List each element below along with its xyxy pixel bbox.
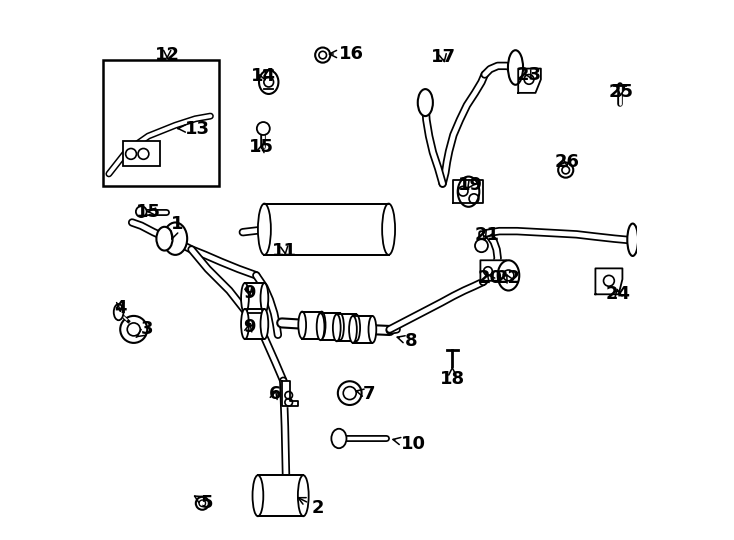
Text: 24: 24 bbox=[606, 285, 631, 303]
Ellipse shape bbox=[241, 283, 249, 313]
Ellipse shape bbox=[475, 239, 488, 252]
Ellipse shape bbox=[331, 429, 346, 448]
Bar bbox=[321, 313, 340, 340]
Text: 23: 23 bbox=[517, 65, 542, 84]
Ellipse shape bbox=[258, 204, 271, 255]
Text: 19: 19 bbox=[458, 176, 483, 194]
Polygon shape bbox=[518, 69, 541, 93]
Text: 20: 20 bbox=[478, 269, 503, 287]
Bar bbox=[264, 204, 388, 255]
Text: 25: 25 bbox=[608, 83, 633, 101]
Ellipse shape bbox=[316, 313, 324, 340]
Ellipse shape bbox=[298, 312, 306, 339]
Text: 3: 3 bbox=[137, 320, 154, 339]
Ellipse shape bbox=[558, 163, 573, 178]
Text: 15: 15 bbox=[250, 138, 275, 156]
Polygon shape bbox=[454, 180, 483, 202]
Ellipse shape bbox=[156, 227, 172, 251]
Text: 2: 2 bbox=[298, 498, 324, 517]
Ellipse shape bbox=[252, 475, 264, 516]
Ellipse shape bbox=[241, 309, 249, 339]
Ellipse shape bbox=[458, 177, 479, 207]
Text: 9: 9 bbox=[243, 284, 255, 302]
Text: 18: 18 bbox=[440, 367, 465, 388]
Ellipse shape bbox=[368, 316, 377, 343]
Text: 26: 26 bbox=[554, 153, 579, 171]
Ellipse shape bbox=[136, 206, 147, 217]
Ellipse shape bbox=[418, 89, 433, 116]
Ellipse shape bbox=[315, 48, 330, 63]
Text: 11: 11 bbox=[272, 242, 297, 260]
Text: 10: 10 bbox=[393, 435, 426, 453]
Text: 9: 9 bbox=[243, 318, 255, 336]
Text: 4: 4 bbox=[114, 299, 126, 317]
Ellipse shape bbox=[114, 304, 123, 320]
Text: 6: 6 bbox=[269, 385, 281, 403]
Ellipse shape bbox=[382, 204, 395, 255]
Text: 16: 16 bbox=[330, 45, 364, 63]
Ellipse shape bbox=[498, 260, 519, 291]
Ellipse shape bbox=[298, 475, 309, 516]
Bar bbox=[337, 314, 356, 341]
Polygon shape bbox=[282, 381, 298, 406]
Text: 1: 1 bbox=[171, 215, 184, 239]
Bar bbox=[123, 141, 159, 166]
Bar bbox=[353, 316, 372, 343]
Text: 12: 12 bbox=[155, 46, 180, 64]
Ellipse shape bbox=[333, 314, 341, 341]
Text: 21: 21 bbox=[475, 226, 500, 244]
Polygon shape bbox=[595, 268, 622, 294]
Text: 7: 7 bbox=[356, 385, 376, 403]
Ellipse shape bbox=[318, 312, 325, 339]
Ellipse shape bbox=[336, 313, 344, 340]
Ellipse shape bbox=[120, 316, 148, 343]
Text: 14: 14 bbox=[251, 66, 276, 85]
Bar bbox=[302, 312, 321, 339]
Text: 17: 17 bbox=[431, 48, 456, 66]
Ellipse shape bbox=[164, 222, 187, 255]
Ellipse shape bbox=[261, 309, 269, 339]
Polygon shape bbox=[480, 260, 506, 281]
Bar bbox=[245, 283, 264, 313]
Text: 5: 5 bbox=[195, 494, 213, 512]
Bar bbox=[245, 309, 264, 339]
Ellipse shape bbox=[196, 497, 208, 510]
Ellipse shape bbox=[261, 283, 269, 313]
Ellipse shape bbox=[259, 70, 278, 94]
Ellipse shape bbox=[349, 316, 357, 343]
Bar bbox=[103, 60, 219, 186]
Text: 22: 22 bbox=[496, 269, 521, 287]
Ellipse shape bbox=[508, 50, 523, 85]
Text: 13: 13 bbox=[178, 119, 209, 138]
Ellipse shape bbox=[338, 381, 362, 405]
Ellipse shape bbox=[352, 314, 360, 341]
Bar bbox=[258, 475, 303, 516]
Text: 8: 8 bbox=[397, 332, 418, 350]
Ellipse shape bbox=[628, 224, 638, 256]
Ellipse shape bbox=[257, 122, 270, 135]
Text: 15: 15 bbox=[136, 202, 161, 221]
